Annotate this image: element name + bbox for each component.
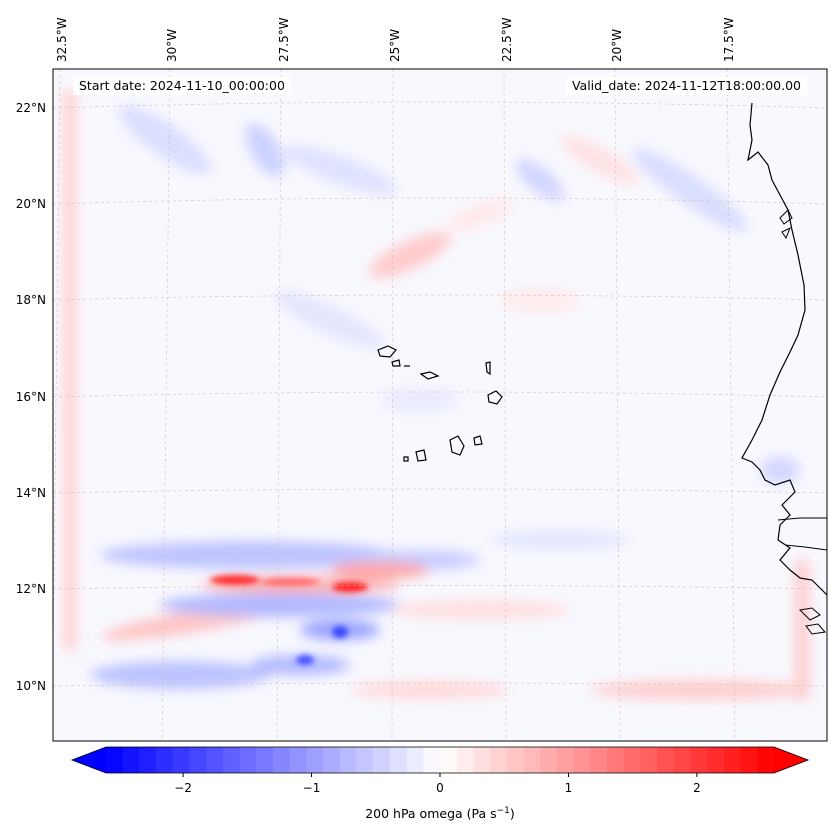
colorbar-segment xyxy=(506,747,524,773)
colorbar-segment xyxy=(723,747,742,773)
valid-date-label: Valid_date: 2024-11-12T18:00:00.00 xyxy=(565,77,807,95)
lat-label: 18°N xyxy=(16,293,46,307)
lon-label: 27.5°W xyxy=(277,17,291,62)
colorbar-segment xyxy=(573,747,591,773)
colorbar-segment xyxy=(490,747,508,773)
colorbar xyxy=(70,746,810,774)
colorbar-extend-high xyxy=(774,747,808,773)
colorbar-segment xyxy=(172,747,190,773)
colorbar-label-end: ) xyxy=(509,806,515,822)
colorbar-segment xyxy=(540,747,558,773)
colorbar-segment xyxy=(523,747,541,773)
colorbar-segment xyxy=(273,747,291,773)
lon-label: 17.5°W xyxy=(722,17,736,62)
colorbar-segment xyxy=(323,747,341,773)
colorbar-segment xyxy=(607,747,625,773)
colorbar-segment xyxy=(106,747,124,773)
colorbar-segment xyxy=(156,747,174,773)
colorbar-segment xyxy=(556,747,575,773)
colorbar-tick-label: 0 xyxy=(436,781,444,795)
colorbar-segment xyxy=(189,747,207,773)
colorbar-segment xyxy=(440,747,458,773)
lat-label: 14°N xyxy=(16,486,46,500)
lon-label: 32.5°W xyxy=(55,17,69,62)
colorbar-tick-label: 2 xyxy=(693,781,701,795)
lat-labels: 22°N 20°N 18°N 16°N 14°N 12°N 10°N xyxy=(16,101,46,693)
colorbar-segment xyxy=(640,747,658,773)
colorbar-tick-label: −1 xyxy=(303,781,321,795)
colorbar-segment xyxy=(373,747,391,773)
lon-label: 30°W xyxy=(165,29,179,62)
africa-coastline xyxy=(741,102,827,596)
colorbar-label-text: 200 hPa omega (Pa s xyxy=(365,806,497,822)
colorbar-tick-label: −2 xyxy=(174,781,192,795)
gridlines xyxy=(53,69,827,741)
colorbar-segment xyxy=(707,747,725,773)
colorbar-segment xyxy=(256,747,274,773)
omega-field xyxy=(53,69,827,741)
colorbar-ticks: −2 −1 0 1 2 xyxy=(174,773,701,795)
colorbar-segment xyxy=(673,747,691,773)
colorbar-tick-label: 1 xyxy=(565,781,573,795)
colorbar-segment xyxy=(289,747,307,773)
lat-label: 16°N xyxy=(16,390,46,404)
lon-label: 25°W xyxy=(388,29,402,62)
colorbar-outline xyxy=(70,746,810,774)
colorbar-segment xyxy=(690,747,708,773)
lat-label: 10°N xyxy=(16,679,46,693)
map-frame xyxy=(52,68,828,742)
colorbar-segment xyxy=(757,747,775,773)
colorbar-segment xyxy=(623,747,641,773)
cape-verde-islands xyxy=(377,345,503,462)
start-date-label: Start date: 2024-11-10_00:00:00 xyxy=(73,77,291,95)
colorbar-segment xyxy=(306,747,324,773)
lon-label: 20°W xyxy=(610,29,624,62)
lat-label: 20°N xyxy=(16,197,46,211)
colorbar-extend-low xyxy=(72,747,106,773)
colorbar-segment xyxy=(239,747,257,773)
colorbar-segment xyxy=(657,747,675,773)
colorbar-segment xyxy=(356,747,374,773)
lon-label: 22.5°W xyxy=(500,17,514,62)
colorbar-segment xyxy=(139,747,157,773)
colorbar-segment xyxy=(122,747,140,773)
colorbar-segment xyxy=(473,747,491,773)
colorbar-segment xyxy=(389,747,408,773)
colorbar-label-exponent: −1 xyxy=(496,806,510,816)
colorbar-segment xyxy=(339,747,357,773)
colorbar-segment xyxy=(206,747,224,773)
colorbar-segment xyxy=(423,747,441,773)
colorbar-segment xyxy=(740,747,758,773)
colorbar-label: 200 hPa omega (Pa s−1) xyxy=(0,806,837,821)
colorbar-segment xyxy=(222,747,241,773)
colorbar-segment xyxy=(590,747,608,773)
colorbar-segment xyxy=(456,747,474,773)
lat-label: 12°N xyxy=(16,582,46,596)
colorbar-segment xyxy=(406,747,424,773)
lat-label: 22°N xyxy=(16,101,46,115)
lon-labels: 32.5°W 30°W 27.5°W 25°W 22.5°W 20°W 17.5… xyxy=(55,17,736,62)
